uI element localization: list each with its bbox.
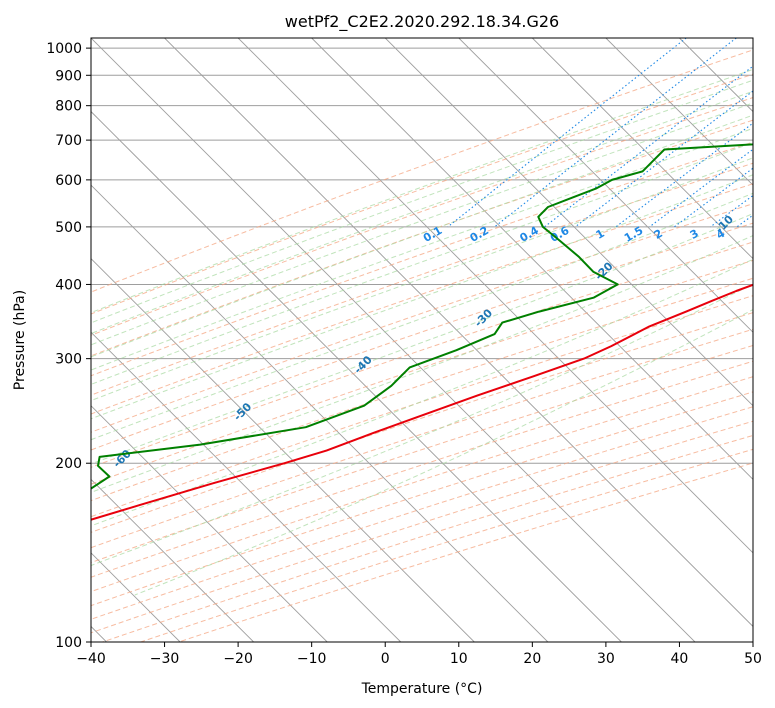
- moist-adiabat: [91, 90, 753, 335]
- isotherm-line: [91, 110, 622, 642]
- x-tick-label: −40: [76, 651, 106, 667]
- isotherm-lines: [91, 38, 753, 642]
- y-tick-label: 900: [55, 68, 82, 84]
- x-tick-label: −30: [150, 651, 180, 667]
- y-tick-label: 700: [55, 133, 82, 149]
- moist-adiabat-lines: [91, 68, 753, 596]
- x-axis: −40 −30 −20 −10 0 10 20 30 40 50: [76, 642, 762, 667]
- isotherm-line: [237, 38, 753, 554]
- dry-adiabat: [91, 119, 753, 357]
- y-axis: 100 200 300 400 500 600 700 800 900 1000: [46, 41, 91, 651]
- isotherm-line: [311, 38, 753, 480]
- isotherm-line: [91, 331, 402, 642]
- mixing-ratio-line: [544, 65, 753, 228]
- moist-adiabat: [91, 192, 753, 441]
- dry-adiabat: [91, 391, 753, 607]
- x-tick-label: −10: [297, 651, 327, 667]
- y-axis-label: Pressure (hPa): [12, 290, 28, 390]
- moist-adiabat: [91, 283, 753, 567]
- moist-adiabat: [134, 308, 753, 596]
- y-tick-label: 300: [55, 352, 82, 368]
- x-tick-label: 40: [671, 651, 689, 667]
- isotherm-line: [458, 38, 753, 333]
- x-tick-label: 30: [597, 651, 615, 667]
- isotherm-line: [532, 38, 753, 260]
- dry-adiabat: [91, 97, 753, 336]
- dewpoint-trace: [91, 143, 753, 490]
- sounding-traces: [91, 143, 753, 521]
- isotherm-line: [91, 184, 549, 642]
- dry-adiabat: [91, 376, 753, 593]
- y-tick-label: 200: [55, 456, 82, 472]
- y-tick-label: 500: [55, 220, 82, 236]
- y-tick-label: 800: [55, 99, 82, 115]
- dry-adiabat: [91, 183, 753, 415]
- plot-frame: [90, 37, 754, 643]
- x-tick-label: −20: [223, 651, 253, 667]
- dry-adiabat: [91, 222, 753, 451]
- dry-adiabat: [91, 162, 753, 396]
- mixing-ratio-lines: [447, 38, 753, 228]
- x-tick-label: 0: [381, 651, 390, 667]
- y-tick-label: 1000: [46, 41, 82, 57]
- moist-adiabat: [91, 258, 753, 527]
- isotherm-line: [91, 478, 254, 642]
- mixing-ratio-line: [574, 90, 753, 228]
- dry-adiabat-lines: [91, 49, 753, 642]
- isotherm-line: [164, 38, 753, 628]
- y-tick-label: 400: [55, 277, 82, 293]
- dry-adiabat: [91, 49, 753, 293]
- mixing-ratio-line: [447, 38, 687, 228]
- x-axis-label: Temperature (°C): [361, 681, 483, 697]
- dry-adiabat: [91, 360, 753, 578]
- x-tick-label: 10: [450, 651, 468, 667]
- x-tick-label: 50: [744, 651, 762, 667]
- temperature-trace: [91, 283, 753, 521]
- moist-adiabat: [91, 141, 753, 385]
- moist-adiabat: [91, 235, 753, 493]
- isotherm-line: [384, 38, 753, 407]
- mixing-ratio-line: [649, 148, 753, 228]
- isotherm-line: [91, 258, 475, 642]
- x-tick-label: 20: [523, 651, 541, 667]
- isotherm-line: [605, 38, 753, 186]
- moist-adiabat: [91, 174, 753, 420]
- isotherm-line: [91, 38, 696, 642]
- y-tick-label: 600: [55, 173, 82, 189]
- dry-adiabat: [91, 203, 753, 433]
- isotherm-line: [91, 405, 328, 642]
- y-tick-label: 100: [55, 635, 82, 651]
- chart-title: wetPf2_C2E2.2020.292.18.34.G26: [285, 12, 559, 32]
- moist-adiabat: [91, 68, 753, 314]
- moist-adiabat: [91, 79, 753, 324]
